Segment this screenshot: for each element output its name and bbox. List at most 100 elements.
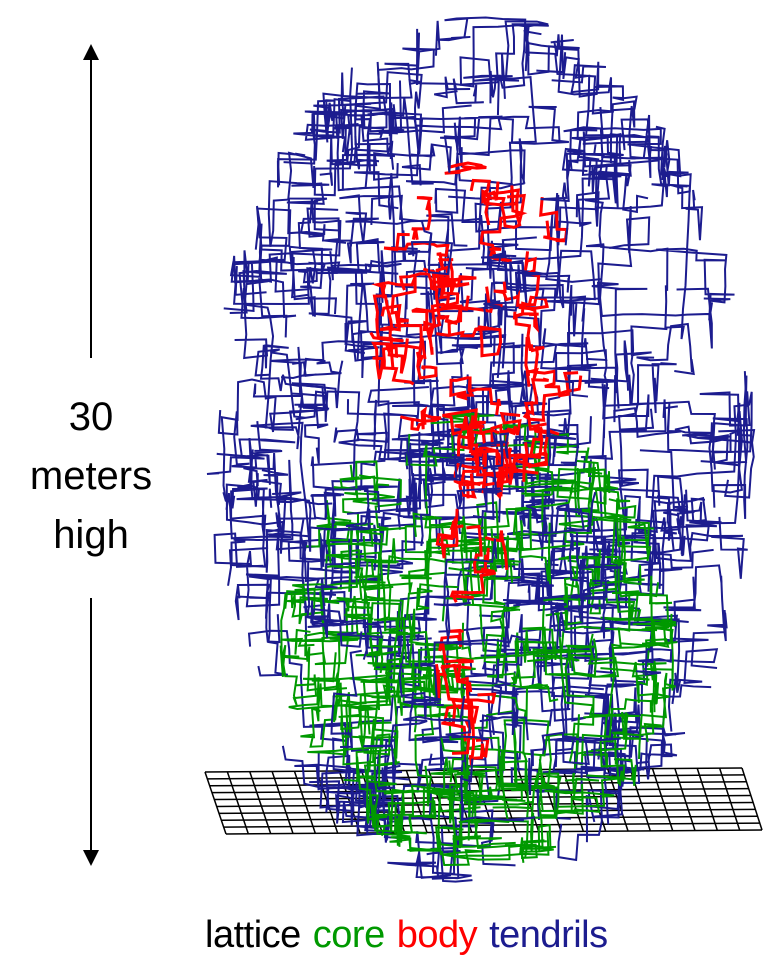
body-strand <box>383 232 454 270</box>
tendril <box>339 173 537 269</box>
lattice-line <box>674 768 696 831</box>
tendril <box>258 151 342 338</box>
tendril <box>234 247 317 360</box>
tendril <box>559 657 642 777</box>
tendril <box>582 114 662 180</box>
body-strand <box>467 415 486 459</box>
tendril <box>656 375 748 525</box>
tendril <box>636 725 686 780</box>
tendril <box>523 23 580 76</box>
tendril <box>599 107 704 241</box>
core-strand <box>436 686 518 786</box>
tendril <box>555 602 689 732</box>
legend: lattice core body tendrils <box>205 914 620 957</box>
core-strand <box>512 453 593 536</box>
tendril <box>415 52 537 168</box>
body-strand <box>524 336 579 398</box>
tendril <box>398 662 444 720</box>
tendril <box>398 366 531 541</box>
tendril <box>502 583 567 607</box>
tendril <box>310 399 409 491</box>
tendril <box>546 279 648 409</box>
core-strand <box>360 525 451 593</box>
body-strand <box>400 406 442 431</box>
tendril <box>354 28 435 172</box>
core-strand <box>632 575 677 691</box>
core-strand <box>307 692 385 756</box>
tendril <box>527 731 621 796</box>
tendril <box>674 425 756 499</box>
tendril <box>479 432 510 495</box>
tendril <box>459 758 536 822</box>
tendril <box>276 99 347 188</box>
core-strand <box>324 549 431 670</box>
body-strand <box>435 508 459 548</box>
structure <box>204 16 763 883</box>
tendril <box>290 384 329 464</box>
tendril <box>267 180 377 264</box>
core-strand <box>344 602 401 759</box>
body-strand <box>481 429 507 500</box>
tendril <box>293 61 390 141</box>
tendril <box>636 648 673 676</box>
tendril <box>346 479 431 547</box>
tendril <box>656 247 735 321</box>
tendril <box>307 603 363 648</box>
core-strand <box>638 672 676 760</box>
lattice-line <box>226 771 250 835</box>
core-strand <box>356 693 432 824</box>
tendril <box>526 491 597 548</box>
body-strand <box>449 376 502 416</box>
core-strand <box>333 474 402 592</box>
tendril <box>434 164 605 283</box>
tendril <box>335 104 472 192</box>
core-strand <box>344 460 395 506</box>
lattice-line <box>293 771 317 834</box>
lattice-line <box>405 770 428 833</box>
body-strand <box>479 185 528 263</box>
tendril <box>415 20 614 138</box>
core-strand <box>294 591 349 655</box>
core-strand <box>600 660 660 705</box>
tendril <box>396 584 437 666</box>
core-strand <box>519 488 621 585</box>
body-strand <box>522 452 548 482</box>
core-strand <box>281 637 363 666</box>
lattice-line <box>271 771 294 834</box>
core-strand <box>389 792 464 852</box>
body-strand <box>444 161 487 175</box>
core-strand <box>556 467 655 552</box>
core-strand <box>417 672 544 863</box>
tendril <box>254 348 327 421</box>
core-strand <box>460 507 527 569</box>
tendril <box>546 411 579 467</box>
body-strand <box>513 295 549 333</box>
tendril <box>375 293 445 515</box>
tendril <box>609 118 689 187</box>
tendril <box>594 449 695 592</box>
legend-item: tendrils <box>489 914 608 956</box>
core-strand <box>558 758 637 808</box>
tendril <box>363 695 466 770</box>
core-strand <box>564 644 652 766</box>
tendril <box>551 535 608 632</box>
lattice-line <box>696 768 719 831</box>
core-strand <box>440 837 545 866</box>
body-strand <box>449 571 496 603</box>
core-strand <box>405 412 523 467</box>
core-strand <box>377 555 463 622</box>
tendril <box>216 437 296 533</box>
tendril <box>591 164 649 214</box>
tendril <box>437 16 527 104</box>
core-strand <box>398 617 471 680</box>
tendril <box>540 139 600 246</box>
body-strand <box>381 338 415 386</box>
tendril <box>558 597 611 639</box>
core-strand <box>483 605 566 685</box>
core-strand <box>421 762 502 865</box>
legend-item: body <box>396 914 478 956</box>
core-strand <box>579 468 632 522</box>
tendril <box>660 516 686 557</box>
tendril <box>281 357 342 379</box>
